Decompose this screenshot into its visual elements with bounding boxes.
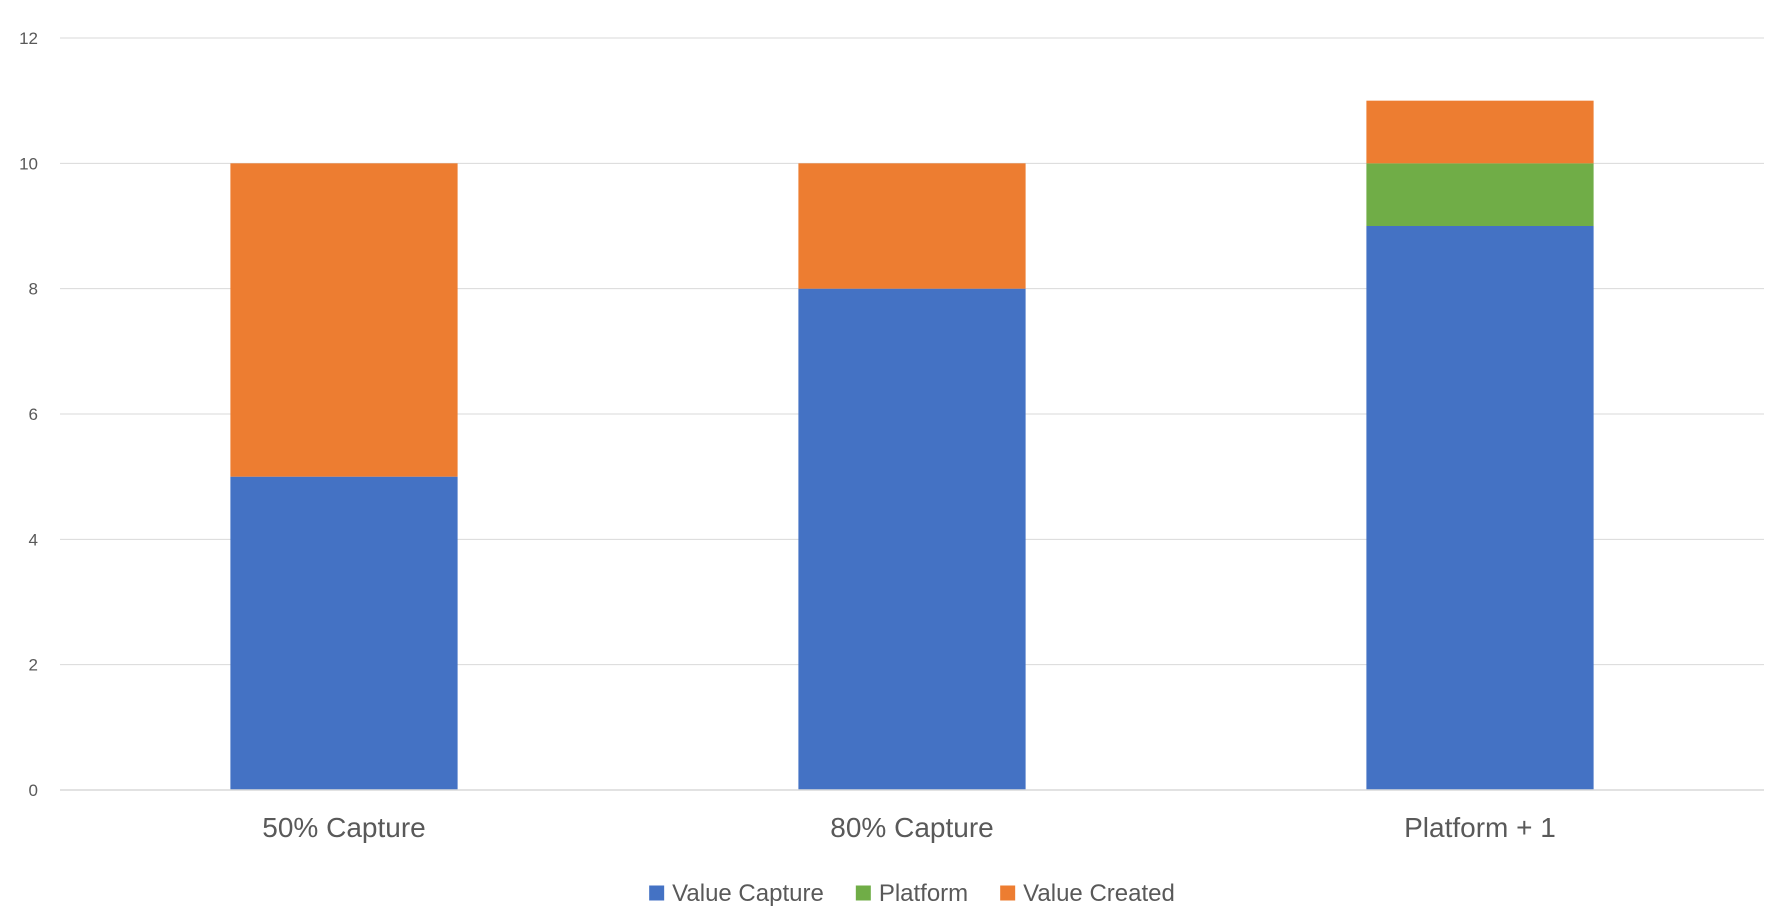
bar-segment-value-capture xyxy=(798,289,1025,790)
y-tick-label: 6 xyxy=(29,405,38,424)
bar-segment-value-capture xyxy=(230,477,457,790)
bar-segment-value-capture xyxy=(1366,226,1593,790)
bar-segment-value-created xyxy=(798,163,1025,288)
y-tick-label: 0 xyxy=(29,781,38,800)
legend-swatch xyxy=(649,886,664,901)
bar-segment-value-created xyxy=(1366,101,1593,164)
legend-swatch xyxy=(1000,886,1015,901)
legend-item-value-capture: Value Capture xyxy=(649,880,824,907)
y-tick-label: 2 xyxy=(29,656,38,675)
y-tick-label: 8 xyxy=(29,280,38,299)
legend-label: Platform xyxy=(879,880,968,907)
y-tick-label: 12 xyxy=(19,29,38,48)
bar-segment-value-created xyxy=(230,163,457,476)
bars xyxy=(230,101,1593,790)
x-category-label: 80% Capture xyxy=(830,812,993,843)
legend-label: Value Created xyxy=(1023,880,1175,907)
y-tick-label: 10 xyxy=(19,154,38,173)
legend: Value Capture Platform Value Created xyxy=(649,880,1175,907)
legend-swatch xyxy=(856,886,871,901)
x-category-label: 50% Capture xyxy=(262,812,425,843)
legend-item-platform: Platform xyxy=(856,880,968,907)
x-category-label: Platform + 1 xyxy=(1404,812,1556,843)
bar-segment-platform xyxy=(1366,163,1593,226)
legend-label: Value Capture xyxy=(672,880,824,907)
y-tick-label: 4 xyxy=(29,530,38,549)
legend-item-value-created: Value Created xyxy=(1000,880,1175,907)
